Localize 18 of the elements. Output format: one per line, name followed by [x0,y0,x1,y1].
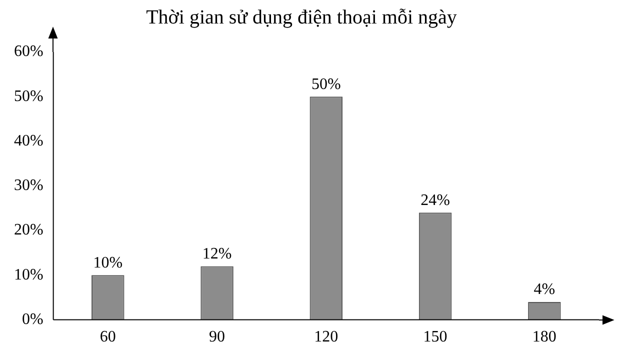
x-tick-label: 180 [532,328,556,346]
data-label: 4% [534,281,556,298]
y-tick-label: 60% [14,43,44,60]
data-label: 10% [93,254,123,272]
x-tick-label: 90 [209,328,226,346]
y-tick-label: 30% [14,177,44,194]
data-label: 50% [312,76,341,93]
x-tick-label: 120 [314,328,338,346]
x-tick-label: 150 [423,328,448,346]
chart-title: Thời gian sử dụng điện thoại mỗi ngày [146,6,457,28]
y-tick-label: 0% [22,311,44,328]
y-tick-label: 10% [14,266,44,284]
data-label: 12% [202,245,232,262]
y-tick-label: 50% [14,88,44,105]
x-tick-label: 60 [100,328,116,346]
y-tick-label: 40% [14,132,44,150]
data-label: 24% [420,192,450,209]
y-tick-label: 20% [14,222,44,239]
